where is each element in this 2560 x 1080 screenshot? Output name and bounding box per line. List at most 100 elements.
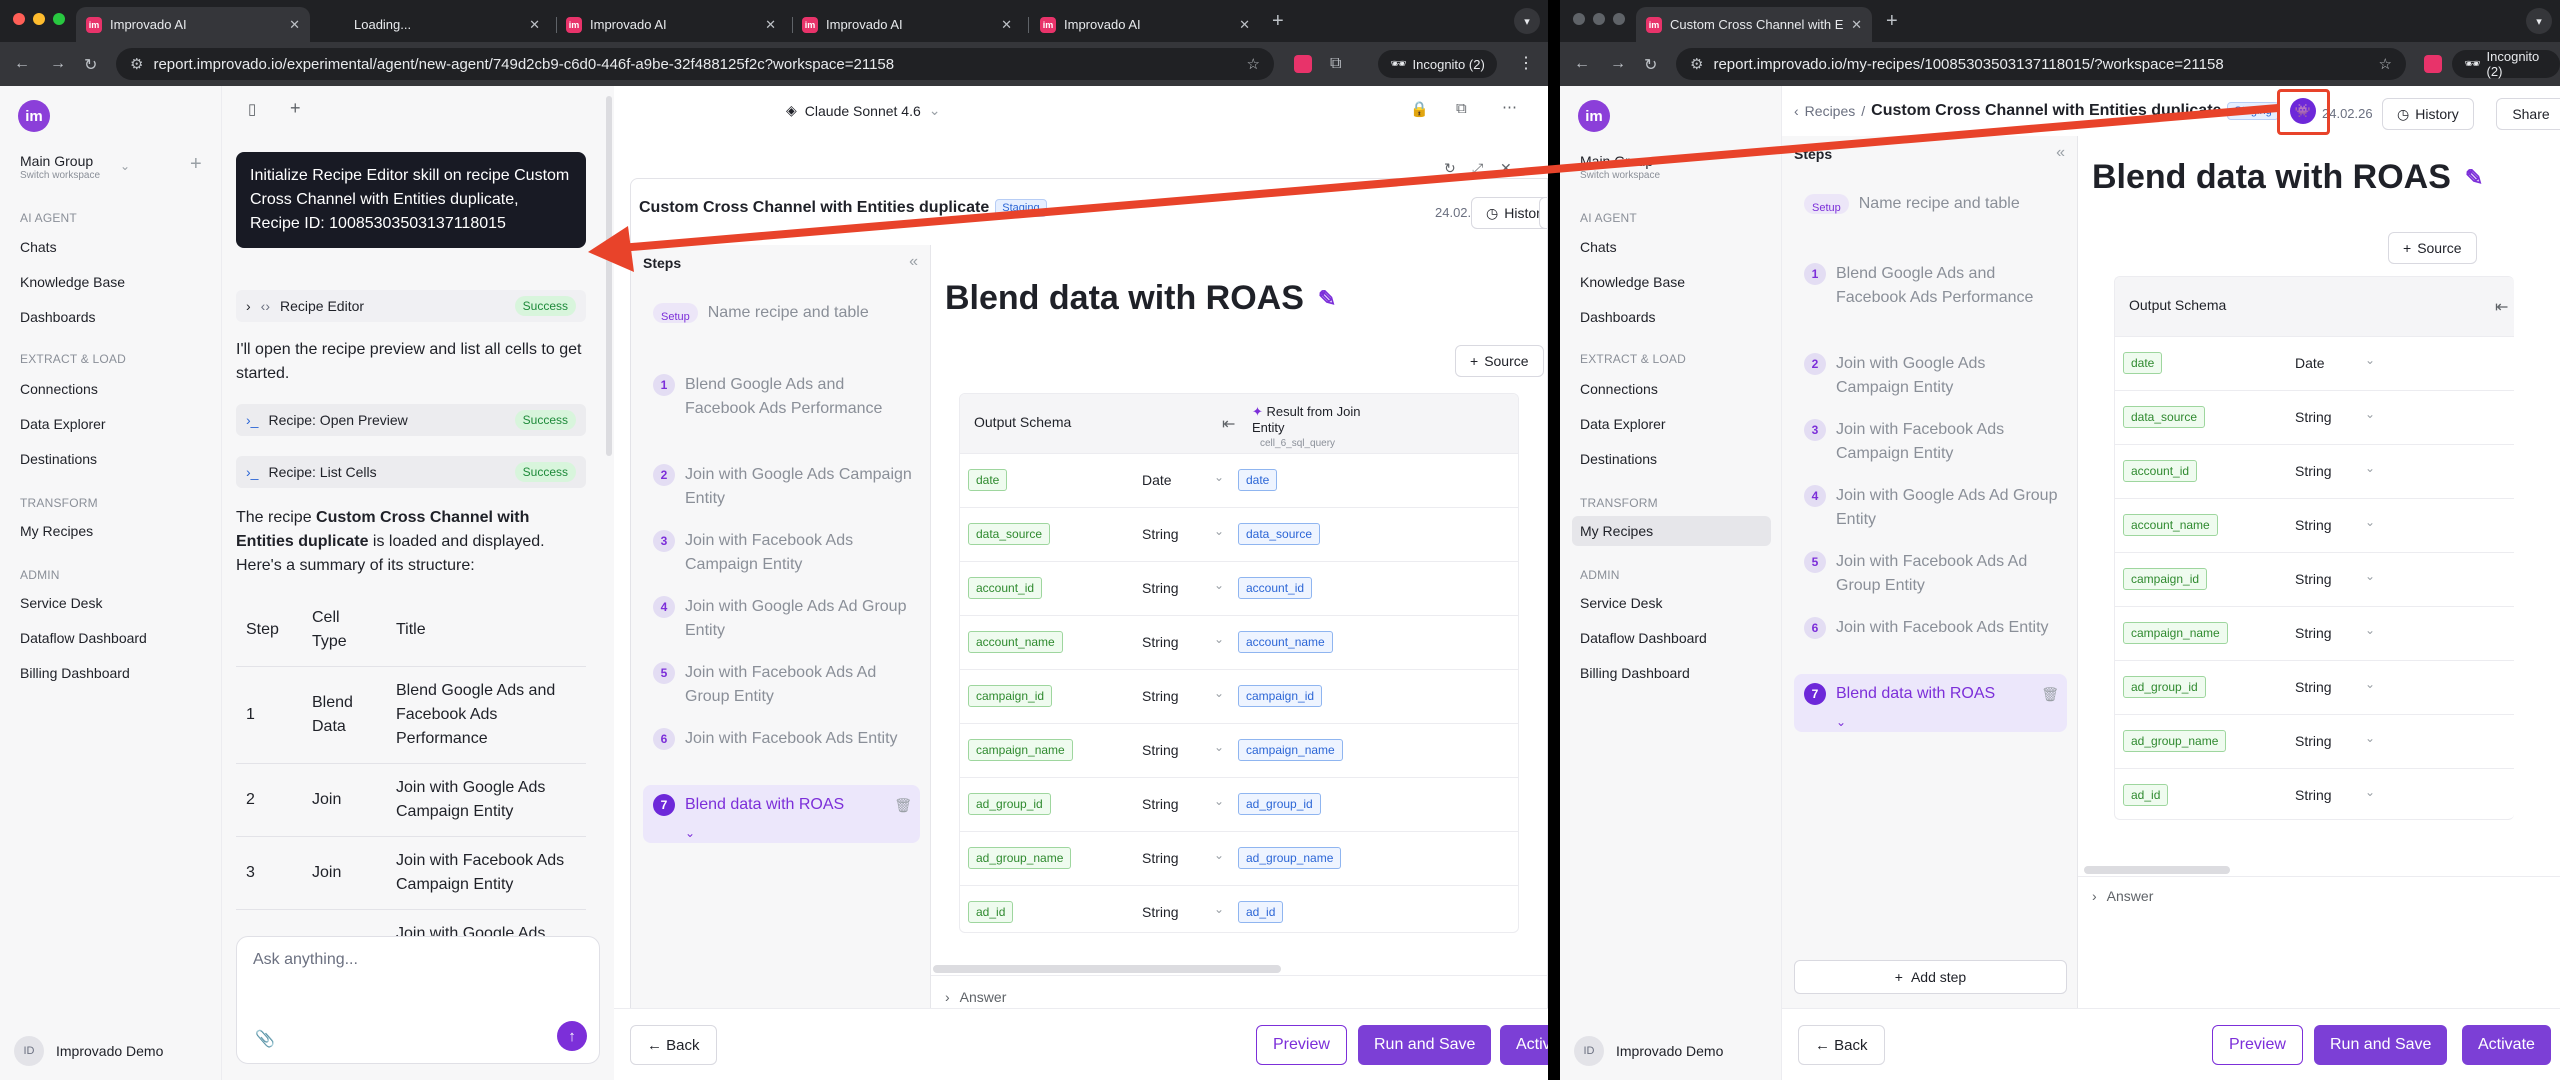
chevron-left-icon[interactable]: ‹ — [1794, 103, 1799, 119]
field-type-select[interactable]: String — [2295, 625, 2332, 641]
tab-search-icon[interactable]: ▾ — [1514, 8, 1540, 34]
field-type-select[interactable]: Date — [1142, 472, 1172, 488]
tab-search-icon[interactable]: ▾ — [2526, 8, 2552, 34]
close-window-button[interactable] — [13, 13, 25, 25]
sidebar-item-service-desk[interactable]: Service Desk — [20, 595, 103, 611]
close-icon[interactable]: ✕ — [1500, 160, 1512, 176]
chevron-down-icon[interactable]: ⌄ — [2365, 515, 2376, 529]
extensions-puzzle-icon[interactable]: ⧉ — [1330, 55, 1342, 72]
sidebar-item-dataflow-dashboard[interactable]: Dataflow Dashboard — [20, 630, 147, 646]
chevron-down-icon[interactable]: ⌄ — [1214, 470, 1225, 484]
chevron-down-icon[interactable]: ⌄ — [2365, 623, 2376, 637]
edit-pencil-icon[interactable]: ✎ — [2464, 164, 2484, 190]
answer-toggle[interactable]: › Answer — [2092, 888, 2154, 904]
step-item[interactable]: 4 Join with Google Ads Ad Group Entity — [643, 587, 920, 651]
preview-button[interactable]: Preview — [2212, 1025, 2303, 1065]
source-button[interactable]: + Source — [2388, 232, 2477, 264]
activate-button[interactable]: Activate — [2462, 1025, 2551, 1065]
field-type-select[interactable]: String — [1142, 742, 1179, 758]
add-step-button[interactable]: +Add step — [1794, 960, 2067, 994]
collapse-icon[interactable]: « — [909, 253, 918, 270]
field-type-select[interactable]: Date — [2295, 355, 2325, 371]
reload-icon[interactable]: ↻ — [84, 57, 98, 74]
browser-tab[interactable]: im Improvado AI ✕ — [556, 7, 786, 42]
trash-icon[interactable]: 🗑 — [2041, 686, 2059, 702]
run-and-save-button[interactable]: Run and Save — [1358, 1025, 1492, 1065]
user-menu[interactable]: ID Improvado Demo — [14, 1036, 163, 1066]
step-item[interactable]: 3 Join with Facebook Ads Campaign Entity — [643, 521, 920, 585]
back-button[interactable]: ← Back — [1798, 1025, 1885, 1065]
share-button[interactable]: Share — [1539, 197, 1547, 229]
url-bar[interactable]: ⚙ report.improvado.io/my-recipes/1008530… — [1676, 48, 2406, 80]
new-tab-icon[interactable]: + — [1886, 10, 1898, 32]
chat-input[interactable]: Ask anything... 📎 ↑ — [236, 936, 600, 1064]
tool-call-row[interactable]: › ‹› Recipe Editor Success — [236, 290, 586, 322]
step-item[interactable]: 2 Join with Google Ads Campaign Entity — [643, 455, 920, 519]
sidebar-item-my-recipes[interactable]: My Recipes — [20, 523, 94, 539]
back-button[interactable]: ← Back — [630, 1025, 717, 1065]
field-type-select[interactable]: String — [2295, 463, 2332, 479]
close-tab-icon[interactable]: ✕ — [1851, 16, 1862, 32]
field-type-select[interactable]: String — [2295, 679, 2332, 695]
close-tab-icon[interactable]: ✕ — [529, 16, 540, 32]
forward-arrow-icon[interactable]: → — [1610, 55, 1626, 72]
chevron-down-icon[interactable]: ⌄ — [2365, 785, 2376, 799]
field-type-select[interactable]: String — [2295, 787, 2332, 803]
reload-icon[interactable]: ↻ — [1644, 57, 1658, 74]
url-bar[interactable]: ⚙ report.improvado.io/experimental/agent… — [116, 48, 1274, 80]
chevron-down-icon[interactable]: ⌄ — [2365, 677, 2376, 691]
chevron-down-icon[interactable]: ⌄ — [1214, 902, 1225, 916]
answer-toggle[interactable]: › Answer — [945, 989, 1007, 1005]
step-setup[interactable]: Setup Name recipe and table — [1794, 184, 2067, 224]
back-arrow-icon[interactable]: ← — [14, 55, 30, 72]
browser-menu-icon[interactable]: ⋮ — [1518, 55, 1534, 72]
share-button[interactable]: Share — [2496, 98, 2560, 130]
chevron-down-icon[interactable]: ⌄ — [2365, 569, 2376, 583]
browser-tab[interactable]: Loading... ✕ — [354, 16, 540, 33]
chevron-down-icon[interactable]: ⌄ — [1214, 524, 1225, 538]
chevron-down-icon[interactable]: ⌄ — [2365, 407, 2376, 421]
collapse-column-icon[interactable]: ⇤ — [1222, 416, 1236, 433]
sidebar-item-knowledge-base[interactable]: Knowledge Base — [20, 274, 126, 290]
more-icon[interactable]: ⋯ — [1502, 99, 1517, 116]
field-type-select[interactable]: String — [2295, 409, 2332, 425]
sidebar-item-destinations[interactable]: Destinations — [20, 451, 98, 467]
run-and-save-button[interactable]: Run and Save — [2314, 1025, 2448, 1065]
step-item[interactable]: 4 Join with Google Ads Ad Group Entity — [1794, 476, 2067, 540]
bookmark-star-icon[interactable]: ☆ — [2378, 56, 2392, 73]
close-tab-icon[interactable]: ✕ — [1239, 16, 1250, 32]
step-item[interactable]: 2 Join with Google Ads Campaign Entity — [1794, 344, 2067, 408]
horizontal-scrollbar[interactable] — [2084, 866, 2230, 874]
new-tab-icon[interactable]: + — [1272, 10, 1284, 32]
chevron-down-icon[interactable]: ⌄ — [1214, 740, 1225, 754]
chevron-down-icon[interactable]: ⌄ — [2365, 731, 2376, 745]
improvado-logo[interactable]: im — [18, 100, 50, 132]
step-setup[interactable]: Setup Name recipe and table — [643, 293, 920, 333]
field-type-select[interactable]: String — [1142, 796, 1179, 812]
sidebar-item-dashboards[interactable]: Dashboards — [20, 309, 96, 325]
user-menu[interactable]: ID Improvado Demo — [1574, 1036, 1723, 1066]
sidebar-item-service-desk[interactable]: Service Desk — [1580, 595, 1663, 611]
chevron-down-icon[interactable]: ⌄ — [1214, 848, 1225, 862]
expand-icon[interactable]: ⤢ — [1472, 160, 1484, 176]
breadcrumb-recipes-link[interactable]: Recipes — [1804, 103, 1856, 119]
step-item[interactable]: 3 Join with Facebook Ads Campaign Entity — [1794, 410, 2067, 474]
incognito-badge[interactable]: 🕶 Incognito (2) — [2452, 49, 2560, 79]
browser-tab[interactable]: im Improvado AI ✕ — [1030, 7, 1260, 42]
history-button[interactable]: ◷ History — [1471, 197, 1547, 229]
chevron-down-icon[interactable]: ⌄ — [1214, 632, 1225, 646]
send-button[interactable]: ↑ — [557, 1021, 587, 1051]
sidebar-item-dataflow-dashboard[interactable]: Dataflow Dashboard — [1580, 630, 1707, 646]
edit-pencil-icon[interactable]: ✎ — [1317, 285, 1337, 311]
sidebar-item-chats[interactable]: Chats — [20, 239, 57, 255]
field-type-select[interactable]: String — [1142, 580, 1179, 596]
minimize-window-button[interactable] — [33, 13, 45, 25]
preview-button[interactable]: Preview — [1256, 1025, 1347, 1065]
close-tab-icon[interactable]: ✕ — [289, 16, 300, 32]
bookmark-star-icon[interactable]: ☆ — [1246, 56, 1260, 73]
chevron-down-icon[interactable]: ⌄ — [2365, 461, 2376, 475]
model-selector[interactable]: ◈ Claude Sonnet 4.6 ⌄ — [786, 102, 941, 119]
field-type-select[interactable]: String — [2295, 571, 2332, 587]
extension-icon[interactable] — [2424, 55, 2442, 73]
sidebar-item-data-explorer[interactable]: Data Explorer — [1580, 416, 1666, 432]
